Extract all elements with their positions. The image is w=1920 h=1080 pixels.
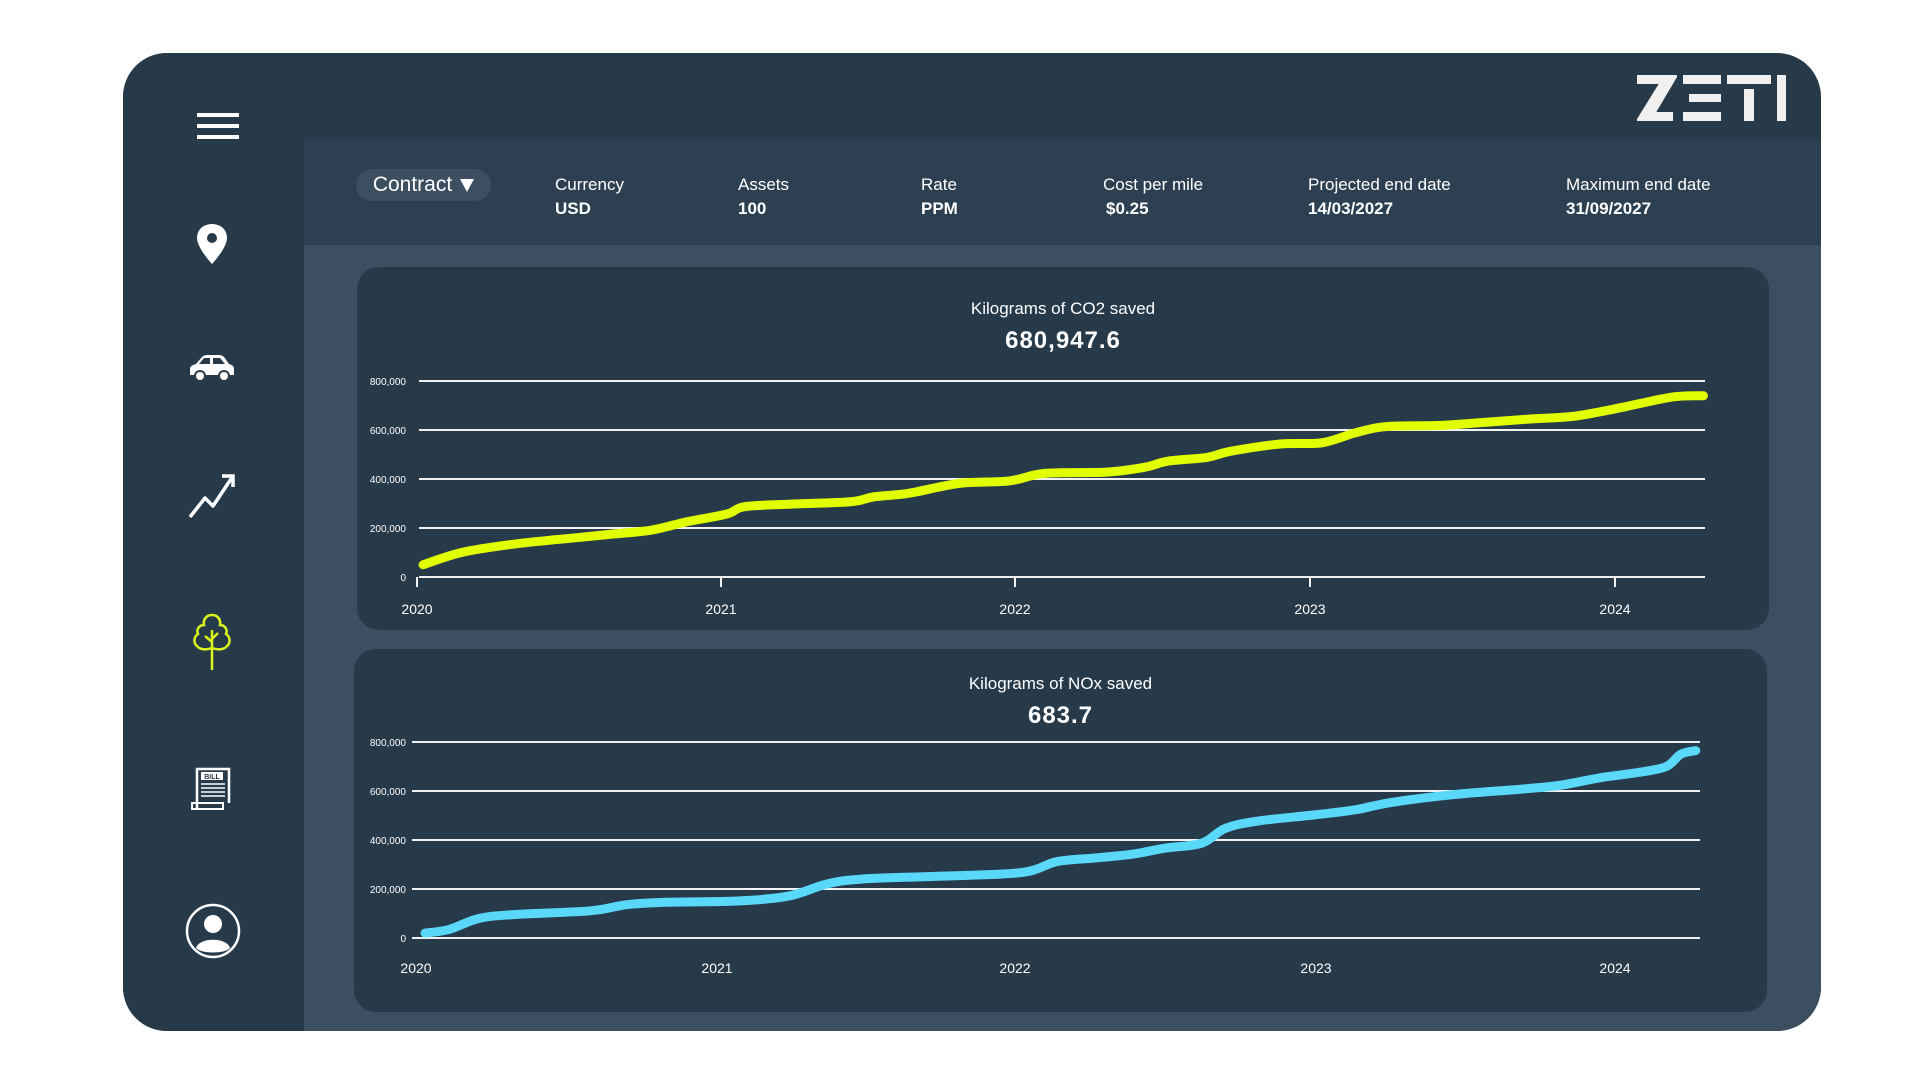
field-label: Rate — [921, 175, 957, 194]
zeti-logo — [1637, 75, 1786, 121]
x-tick-label: 2023 — [1300, 960, 1331, 976]
field-value: 31/09/2027 — [1566, 199, 1652, 218]
field-value: USD — [555, 199, 591, 218]
x-tick-label: 2020 — [400, 960, 431, 976]
bill-icon-text: BILL — [204, 774, 220, 781]
chart-headline-value: 680,947.6 — [1005, 327, 1121, 354]
x-tick-label: 2021 — [705, 601, 736, 617]
field-value: $0.25 — [1106, 199, 1149, 218]
field-projected-end-date: Projected end date 14/03/2027 — [1308, 173, 1451, 221]
series-line — [418, 391, 1708, 570]
caret-down-icon — [460, 178, 475, 192]
field-value: PPM — [921, 199, 958, 218]
x-tick-label: 2024 — [1599, 601, 1630, 617]
chart-headline-value: 683.7 — [1027, 702, 1094, 729]
menu-icon[interactable] — [197, 113, 239, 139]
x-tick-label: 2020 — [401, 601, 432, 617]
field-currency: Currency USD — [555, 173, 624, 221]
y-tick-label: 800,000 — [370, 738, 407, 749]
chart-title: Kilograms of CO2 saved — [970, 299, 1156, 318]
co2-chart-card: Kilograms of CO2 saved 680,947.6 — [357, 267, 1769, 630]
bill-icon[interactable]: BILL — [187, 763, 237, 813]
y-tick-label: 200,000 — [370, 885, 407, 896]
car-icon[interactable] — [187, 343, 237, 393]
field-value: 100 — [738, 199, 767, 218]
sidebar: BILL — [123, 53, 304, 1031]
trend-up-icon[interactable] — [187, 470, 237, 520]
field-label: Projected end date — [1308, 175, 1451, 194]
user-icon[interactable] — [185, 903, 241, 959]
field-rate: Rate PPM — [921, 173, 958, 221]
y-tick-label: 200,000 — [370, 524, 407, 535]
y-tick-label: 400,000 — [370, 836, 407, 847]
series-line — [420, 746, 1701, 938]
y-tick-label: 800,000 — [370, 377, 407, 388]
tree-icon[interactable] — [187, 612, 237, 672]
x-tick-label: 2021 — [701, 960, 732, 976]
location-pin-icon[interactable] — [187, 220, 237, 270]
contract-dropdown-label: Contract — [372, 173, 453, 196]
y-tick-label: 0 — [400, 573, 406, 584]
x-tick-label: 2022 — [999, 960, 1030, 976]
x-tick-label: 2022 — [999, 601, 1030, 617]
field-value: 14/03/2027 — [1308, 199, 1394, 218]
y-tick-label: 400,000 — [370, 475, 407, 486]
x-tick-label: 2024 — [1599, 960, 1630, 976]
field-label: Assets — [738, 175, 790, 194]
field-assets: Assets 100 — [738, 173, 789, 221]
chart-title: Kilograms of NOx saved — [968, 674, 1153, 693]
contract-summary-bar: Contract Currency USD Assets 100 Rate PPM C… — [304, 139, 1821, 245]
x-tick-label: 2023 — [1294, 601, 1325, 617]
nox-chart-card: Kilograms of NOx saved 683.7 — [354, 649, 1767, 1012]
field-label: Cost per mile — [1103, 175, 1204, 194]
field-cost-per-mile: Cost per mile $0.25 — [1103, 173, 1203, 221]
field-label: Currency — [555, 175, 624, 194]
y-tick-label: 0 — [400, 934, 406, 945]
contract-dropdown[interactable]: Contract — [356, 169, 491, 201]
field-maximum-end-date: Maximum end date 31/09/2027 — [1566, 173, 1711, 221]
y-tick-label: 600,000 — [370, 787, 407, 798]
y-tick-label: 600,000 — [370, 426, 407, 437]
field-label: Maximum end date — [1566, 175, 1711, 194]
